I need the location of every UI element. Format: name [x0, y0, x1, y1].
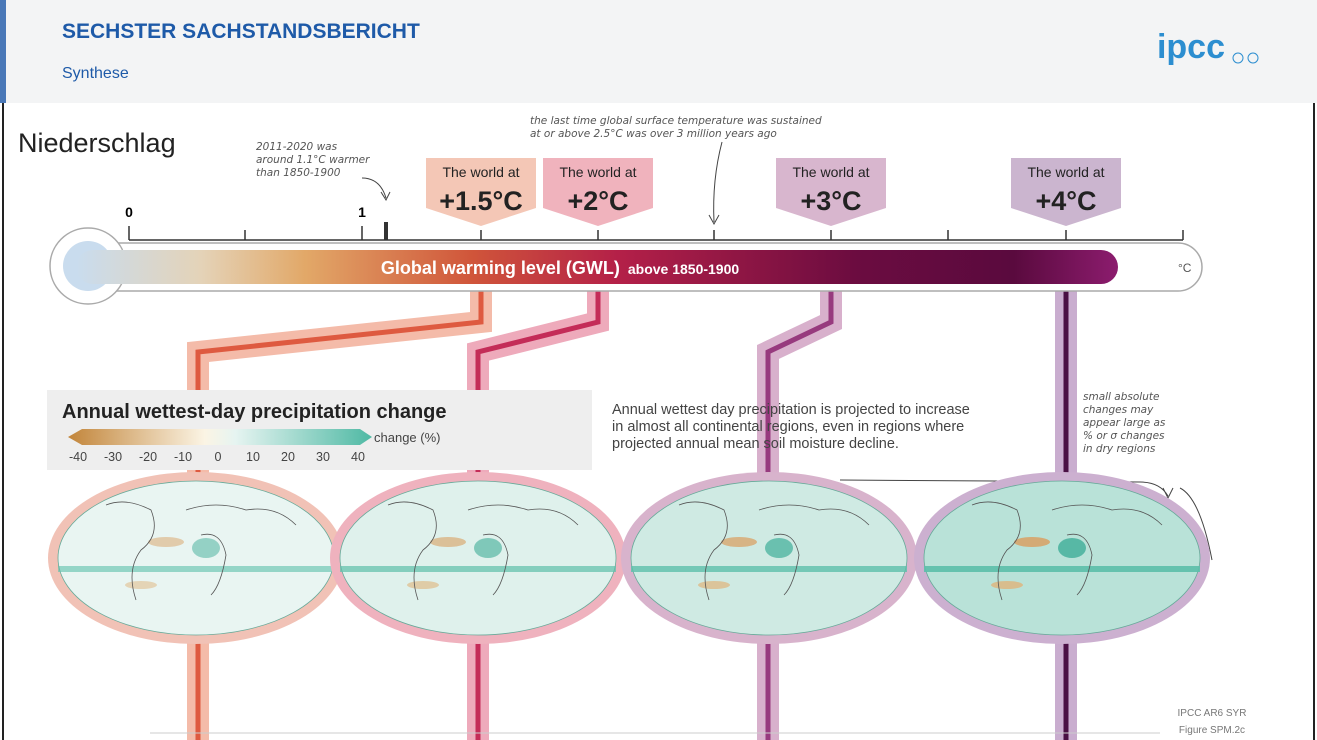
map — [630, 480, 908, 636]
map-dry — [148, 537, 184, 547]
scale-label: 0 — [125, 204, 133, 220]
map-coast — [105, 501, 297, 601]
world-prefix: The world at — [1027, 164, 1104, 180]
world-level: +3°C — [800, 186, 861, 216]
world-tag — [426, 158, 536, 226]
map-dry — [430, 537, 466, 547]
gwl-bar — [76, 250, 1118, 284]
unit: °C — [1178, 261, 1192, 275]
note: in dry regions — [1083, 443, 1156, 455]
logo-icon — [1232, 52, 1244, 64]
map-dry — [1014, 537, 1050, 547]
description: projected annual mean soil moisture decl… — [612, 436, 899, 452]
gwl-label: Global warming level (GWL) above 1850-190… — [381, 258, 740, 278]
world-prefix: The world at — [442, 164, 519, 180]
world-tag — [776, 158, 886, 226]
legend-tick: 20 — [281, 450, 295, 464]
world-prefix: The world at — [559, 164, 636, 180]
logo-icon — [1247, 52, 1259, 64]
arrow — [361, 177, 391, 202]
legend-tick: 0 — [215, 450, 222, 464]
header-subtitle: Synthese — [62, 65, 129, 82]
note: at or above 2.5°C was over 3 million yea… — [530, 128, 777, 140]
map-wet — [192, 538, 220, 558]
legend-tick: -20 — [139, 450, 157, 464]
map-dry — [407, 581, 439, 589]
world-level: +2°C — [567, 186, 628, 216]
current-marker — [384, 222, 388, 240]
map-band — [58, 566, 334, 572]
scale-label: 1 — [358, 204, 366, 220]
legend-tick: -10 — [174, 450, 192, 464]
note: % or σ changes — [1083, 430, 1165, 442]
map-coast — [387, 501, 579, 601]
header-title: SECHSTER SACHSTANDSBERICHT — [62, 20, 420, 43]
map-dry — [125, 581, 157, 589]
world-level: +4°C — [1035, 186, 1096, 216]
map-wet — [765, 538, 793, 558]
map-dry — [991, 581, 1023, 589]
map — [339, 480, 617, 636]
legend-tick: 40 — [351, 450, 365, 464]
note: small absolute — [1083, 391, 1159, 403]
arrow — [1179, 487, 1213, 561]
arrow — [708, 141, 723, 226]
world-tag — [543, 158, 653, 226]
legend-tick: -30 — [104, 450, 122, 464]
map-wet — [1058, 538, 1086, 558]
header-bg — [0, 0, 1317, 103]
world-prefix: The world at — [792, 164, 869, 180]
legend-unit: change (%) — [374, 430, 440, 445]
note: appear large as — [1083, 417, 1166, 429]
description: Annual wettest day precipitation is proj… — [612, 402, 970, 418]
map-coast — [971, 501, 1163, 601]
header-accent — [0, 0, 6, 103]
map-band — [924, 566, 1200, 572]
map-coast — [678, 501, 870, 601]
source: IPCC AR6 SYR — [1178, 708, 1247, 719]
note: changes may — [1083, 404, 1154, 416]
logo: ipcc — [1157, 28, 1225, 66]
map-wet — [474, 538, 502, 558]
map-dry — [721, 537, 757, 547]
map-band — [631, 566, 907, 572]
heading: Niederschlag — [18, 128, 176, 158]
world-tag — [1011, 158, 1121, 226]
note: than 1850-1900 — [256, 167, 341, 179]
legend-tick: 30 — [316, 450, 330, 464]
scale-axis — [128, 226, 1184, 241]
map — [923, 480, 1201, 636]
legend-tick: 10 — [246, 450, 260, 464]
note: around 1.1°C warmer — [256, 154, 370, 166]
map-dry — [698, 581, 730, 589]
legend-title: Annual wettest-day precipitation change — [62, 401, 447, 423]
note: 2011-2020 was — [256, 141, 338, 153]
note: the last time global surface temperature… — [530, 115, 822, 127]
source: Figure SPM.2c — [1179, 725, 1245, 736]
world-level: +1.5°C — [439, 186, 523, 216]
map-band — [340, 566, 616, 572]
map — [57, 480, 335, 636]
legend-tick: -40 — [69, 450, 87, 464]
legend-colorbar — [68, 429, 372, 445]
description: in almost all continental regions, even … — [612, 419, 964, 435]
